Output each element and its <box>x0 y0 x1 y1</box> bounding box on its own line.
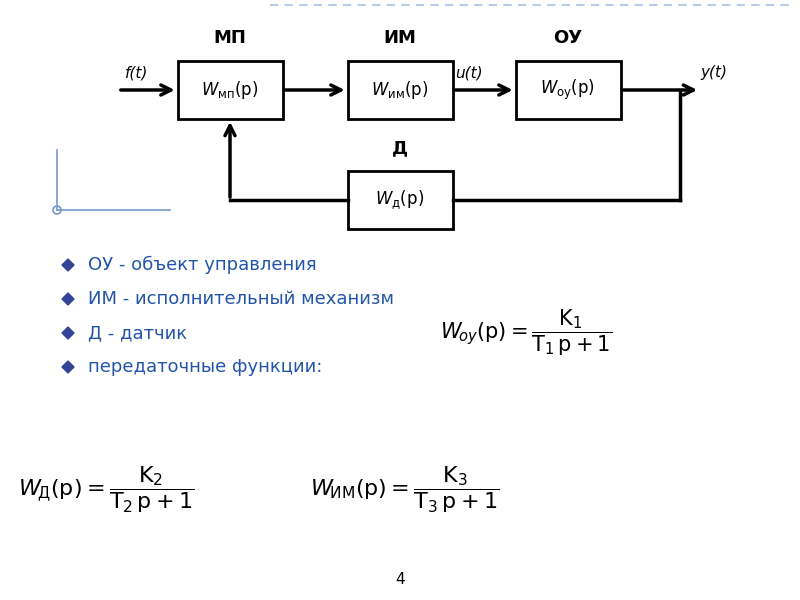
Bar <box>178 61 282 119</box>
Polygon shape <box>62 361 74 373</box>
Text: $W_{\!oy}(\mathrm{p}) = \dfrac{\mathrm{K}_1}{\mathrm{T}_1\,\mathrm{p}+1}$: $W_{\!oy}(\mathrm{p}) = \dfrac{\mathrm{K… <box>440 308 612 358</box>
Text: $W_{\mathsf{мп}}(\mathsf{p})$: $W_{\mathsf{мп}}(\mathsf{p})$ <box>202 79 258 101</box>
Text: $W_{\mathsf{им}}(\mathsf{p})$: $W_{\mathsf{им}}(\mathsf{p})$ <box>371 79 429 101</box>
Text: ИМ - исполнительный механизм: ИМ - исполнительный механизм <box>88 290 394 308</box>
Text: ИМ: ИМ <box>383 29 417 47</box>
Text: ОУ: ОУ <box>554 29 582 47</box>
Polygon shape <box>62 293 74 305</box>
Text: u(t): u(t) <box>455 65 483 80</box>
Text: f(t): f(t) <box>125 65 148 80</box>
Polygon shape <box>62 259 74 271</box>
Text: y(t): y(t) <box>700 65 727 80</box>
Text: $W_{\!\mathsf{Д}}(\mathrm{p}) = \dfrac{\mathrm{K}_2}{\mathrm{T}_2\,\mathrm{p}+1}: $W_{\!\mathsf{Д}}(\mathrm{p}) = \dfrac{\… <box>18 465 194 515</box>
Text: $W_{\mathsf{д}}(\mathsf{p})$: $W_{\mathsf{д}}(\mathsf{p})$ <box>375 188 425 211</box>
Bar <box>515 61 621 119</box>
Polygon shape <box>62 327 74 339</box>
Text: передаточные функции:: передаточные функции: <box>88 358 322 376</box>
Bar <box>347 171 453 229</box>
Text: Д - датчик: Д - датчик <box>88 324 187 342</box>
Text: МП: МП <box>214 29 246 47</box>
Bar <box>347 61 453 119</box>
Text: 4: 4 <box>395 572 405 587</box>
Text: $W_{\mathsf{оу}}(\mathsf{p})$: $W_{\mathsf{оу}}(\mathsf{p})$ <box>541 78 595 102</box>
Text: ОУ - объект управления: ОУ - объект управления <box>88 256 317 274</box>
Text: Д: Д <box>392 139 408 157</box>
Text: $W_{\!\mathsf{ИМ}}(\mathrm{p}) = \dfrac{\mathrm{K}_3}{\mathrm{T}_3\,\mathrm{p}+1: $W_{\!\mathsf{ИМ}}(\mathrm{p}) = \dfrac{… <box>310 465 499 515</box>
